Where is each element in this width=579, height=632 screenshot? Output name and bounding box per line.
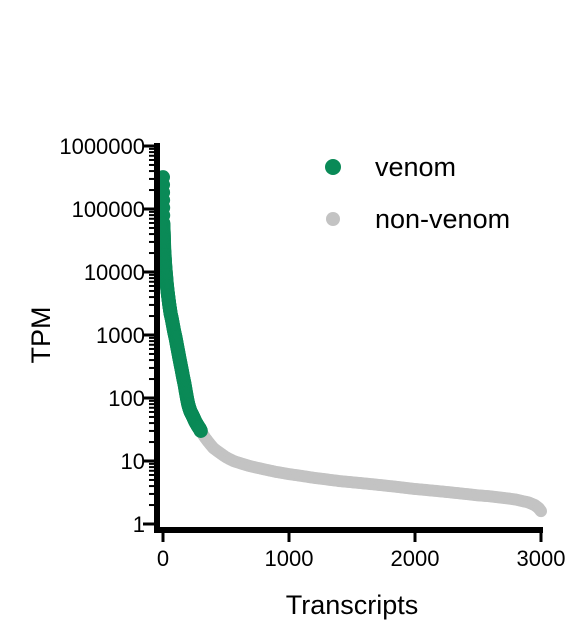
point-venom	[193, 423, 208, 438]
x-tick-label: 3000	[517, 546, 566, 571]
series-non-venom	[194, 424, 547, 518]
y-tick-label: 100000	[72, 197, 145, 222]
legend: venom non-venom	[325, 152, 510, 234]
x-tick-label: 2000	[391, 546, 440, 571]
x-tick-label: 1000	[265, 546, 314, 571]
series-layer	[156, 170, 547, 518]
y-tick-label: 1000	[96, 323, 145, 348]
series-venom	[156, 170, 208, 438]
y-tick-label: 10	[121, 449, 145, 474]
legend-marker-non-venom	[326, 212, 340, 226]
point-non-venom	[535, 505, 547, 518]
legend-label-non-venom: non-venom	[375, 204, 510, 234]
x-axis-title: Transcripts	[286, 590, 419, 620]
axis-layer: 1 10 100 1000 10000 100000 1000000 0 1000 2000 300…	[59, 134, 565, 571]
y-tick-label: 10000	[84, 260, 145, 285]
y-tick-label: 100	[108, 386, 145, 411]
legend-marker-venom	[325, 159, 341, 175]
y-tick-label: 1000000	[59, 134, 145, 159]
y-axis-title: TPM	[26, 307, 56, 364]
legend-label-venom: venom	[375, 152, 456, 182]
x-tick-label: 0	[157, 546, 169, 571]
y-tick-label: 1	[133, 512, 145, 537]
